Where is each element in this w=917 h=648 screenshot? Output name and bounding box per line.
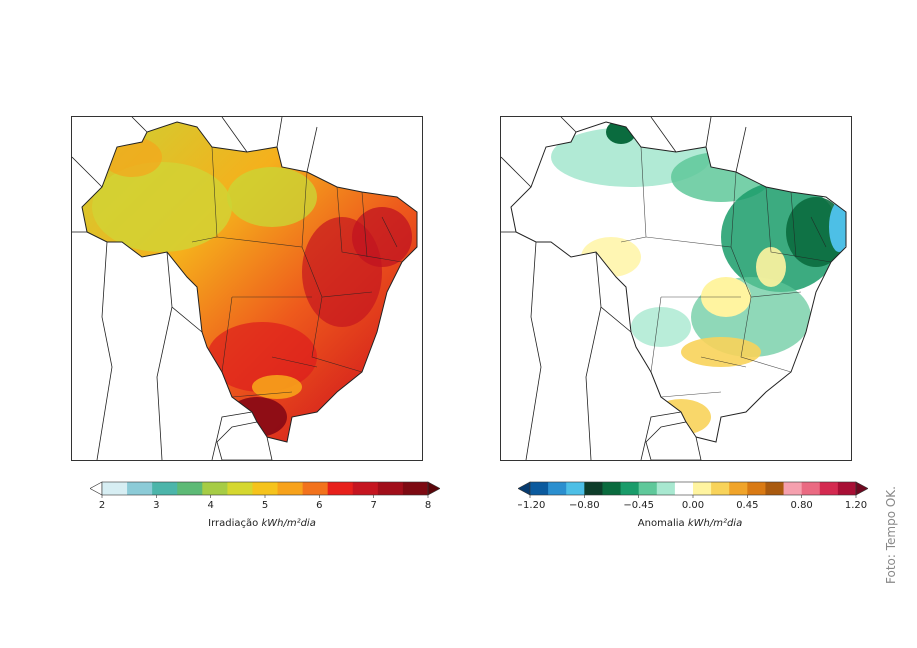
uruguay-outline (645, 421, 702, 460)
colorbar-tick-label: 4 (207, 500, 213, 511)
colorbar-tick-label: 0.80 (791, 500, 813, 511)
colorbar-cell (674, 482, 694, 495)
irradiation-colorbar: 2 3 4 5 6 7 8 Irradiação kWh/m²dia (89, 480, 441, 534)
irradiation-colorbar-svg: 2 3 4 5 6 7 8 Irradiação kWh/m²dia (89, 481, 441, 529)
colorbar-tick-label: 1.20 (845, 500, 867, 511)
colorbar-ticks: 2 3 4 5 6 7 8 (99, 495, 431, 511)
colorbar-cell (584, 482, 603, 495)
colorbar-cell (801, 482, 821, 495)
state-borders (620, 146, 832, 398)
colorbar-cell (377, 482, 404, 495)
colorbar-extend-high (855, 481, 869, 496)
colorbar-cell (566, 482, 585, 495)
colorbar-cell (152, 482, 178, 495)
colorbar-cell (548, 482, 567, 495)
colorbar-cell (837, 482, 857, 495)
colorbar-cell (711, 482, 730, 495)
irradiation-map-svg (72, 117, 418, 460)
neighbor-borders (501, 117, 747, 460)
colorbar-cell (302, 482, 329, 495)
colorbar-ticks: −1.20 −0.80 −0.45 0.00 0.45 0.80 1.20 (515, 495, 867, 511)
anomaly-map (500, 116, 852, 461)
colorbar-cell (227, 482, 253, 495)
colorbar-cell (765, 482, 785, 495)
uruguay-outline (216, 421, 273, 460)
colorbar-cell (102, 482, 128, 495)
colorbar-label: Irradiação kWh/m²dia (208, 518, 316, 529)
photo-credit: Foto: Tempo OK. (884, 486, 898, 584)
colorbar-tick-label: 3 (153, 500, 159, 511)
colorbar-cells (517, 481, 869, 496)
colorbar-cell (747, 482, 766, 495)
colorbar-tick-label: 5 (262, 500, 268, 511)
colorbar-extend-low (517, 481, 531, 496)
colorbar-cell (783, 482, 803, 495)
colorbar-cell (693, 482, 712, 495)
colorbar-tick-label: −0.45 (623, 500, 654, 511)
colorbar-cell (127, 482, 153, 495)
colorbar-tick-label: 2 (99, 500, 105, 511)
anomaly-colorbar-svg: −1.20 −0.80 −0.45 0.00 0.45 0.80 1.20 Anomalia… (515, 481, 869, 529)
colorbar-cell (177, 482, 203, 495)
colorbar-cell (602, 482, 622, 495)
colorbar-cell (277, 482, 304, 495)
anomaly-colorbar: −1.20 −0.80 −0.45 0.00 0.45 0.80 1.20 Anomalia… (515, 480, 869, 534)
colorbar-cell (327, 482, 354, 495)
brazil-outline (81, 121, 418, 443)
colorbar-cell (402, 482, 429, 495)
colorbar-tick-label: −0.80 (569, 500, 600, 511)
state-borders (191, 146, 403, 398)
colorbar-cells (89, 481, 441, 496)
colorbar-extend-high (427, 481, 441, 496)
colorbar-cell (202, 482, 228, 495)
colorbar-tick-label: −1.20 (518, 500, 545, 511)
colorbar-cell (530, 482, 549, 495)
colorbar-tick-label: 7 (370, 500, 376, 511)
colorbar-cell (638, 482, 658, 495)
colorbar-label: Anomalia kWh/m²dia (638, 518, 742, 529)
colorbar-cell (252, 482, 279, 495)
colorbar-cell (656, 482, 676, 495)
colorbar-tick-label: 0.45 (736, 500, 758, 511)
colorbar-cell (352, 482, 379, 495)
anomaly-map-svg (501, 117, 847, 460)
colorbar-tick-label: 8 (425, 500, 431, 511)
irradiation-map (71, 116, 423, 461)
colorbar-extend-low (89, 481, 103, 496)
colorbar-tick-label: 6 (316, 500, 322, 511)
brazil-outline (510, 121, 847, 443)
colorbar-tick-label: 0.00 (682, 500, 704, 511)
colorbar-cell (729, 482, 748, 495)
colorbar-cell (620, 482, 640, 495)
colorbar-cell (819, 482, 839, 495)
